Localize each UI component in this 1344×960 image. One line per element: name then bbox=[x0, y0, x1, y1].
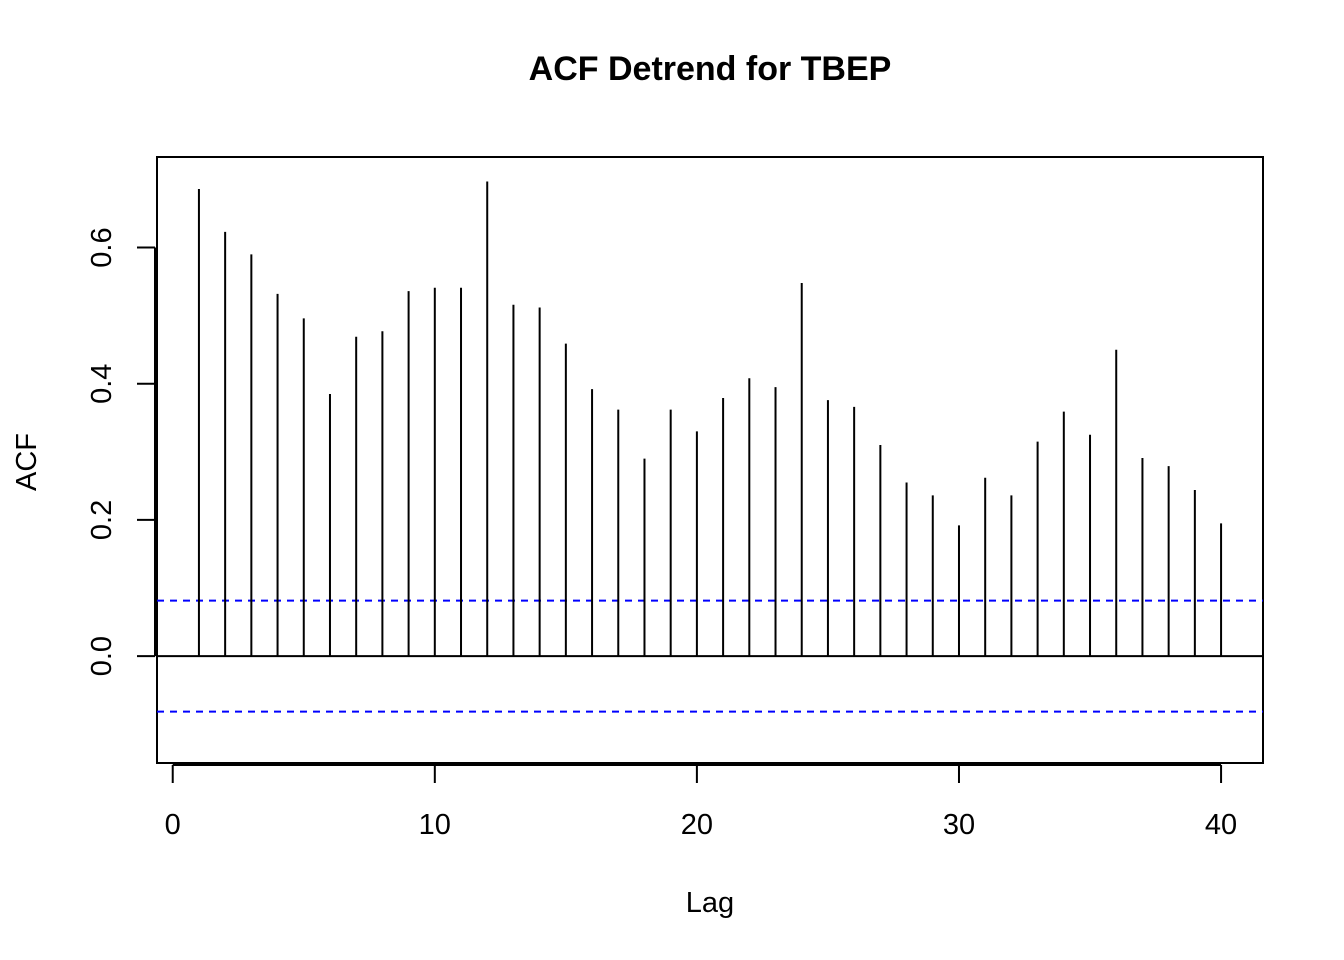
y-tick-label: 0.6 bbox=[86, 227, 118, 267]
x-tick-label: 10 bbox=[419, 809, 451, 841]
acf-bars bbox=[197, 181, 1223, 657]
x-tick-label: 20 bbox=[681, 809, 713, 841]
y-tick-label: 0.2 bbox=[86, 500, 118, 540]
y-axis: 0.0 0.2 0.4 0.6 bbox=[86, 227, 156, 676]
x-tick-label: 40 bbox=[1205, 809, 1237, 841]
x-tick-label: 30 bbox=[943, 809, 975, 841]
plot-frame bbox=[156, 156, 1264, 764]
y-axis-label: ACF bbox=[11, 433, 43, 491]
confidence-bounds bbox=[157, 599, 1263, 713]
x-axis-label: Lag bbox=[686, 887, 734, 919]
y-tick-label: 0.0 bbox=[86, 636, 118, 676]
y-tick-label: 0.4 bbox=[86, 364, 118, 404]
chart-title: ACF Detrend for TBEP bbox=[529, 50, 892, 88]
x-axis: 0 10 20 30 40 bbox=[165, 764, 1237, 841]
x-tick-label: 0 bbox=[165, 809, 181, 841]
